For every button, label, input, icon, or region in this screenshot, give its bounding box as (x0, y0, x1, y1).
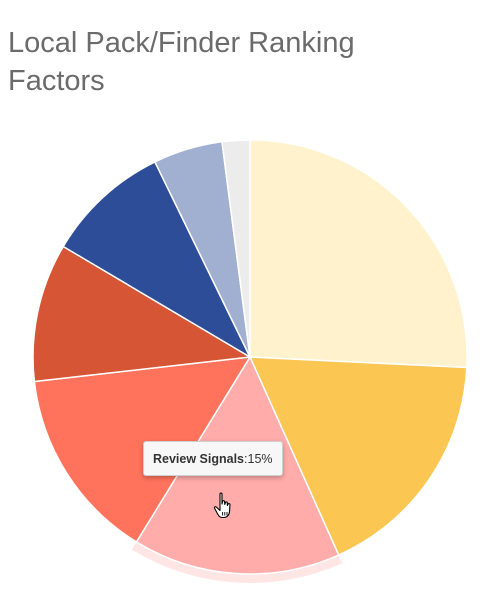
tooltip-label: Review Signals (153, 451, 245, 466)
pie-slice-6[interactable] (62, 160, 252, 359)
tooltip: Review Signals: 15% (143, 441, 283, 476)
pie-slice-5[interactable] (32, 245, 253, 383)
pie-slice-8[interactable] (221, 139, 251, 358)
tooltip-value: 15% (247, 451, 273, 466)
tooltip-separator: : (244, 451, 248, 466)
pie-slice-4[interactable] (33, 356, 252, 543)
pie-slice-2[interactable] (248, 356, 468, 557)
hand-pointer-icon (213, 492, 231, 519)
pie-slice-halo (131, 541, 343, 583)
pie-slice-1[interactable] (249, 139, 468, 369)
chart-title: Local Pack/Finder Ranking Factors (8, 27, 355, 97)
